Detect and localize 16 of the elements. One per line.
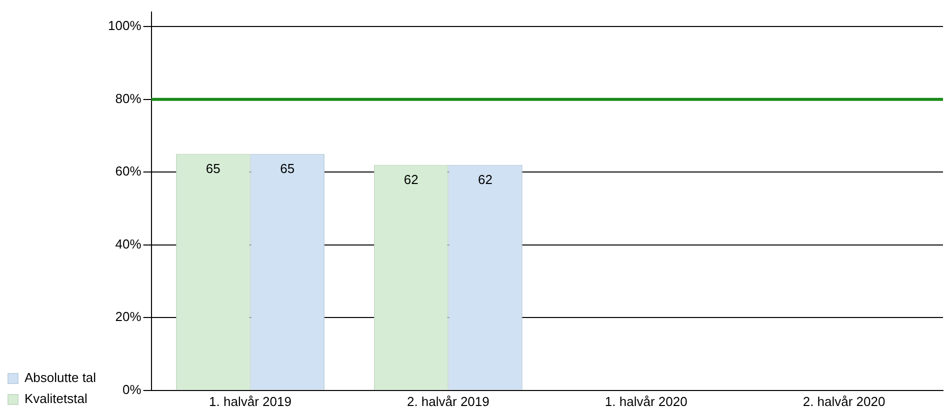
data-label: 65 bbox=[280, 160, 295, 176]
y-tick-label: 20% bbox=[115, 309, 142, 324]
legend-label: Kvalitetstal bbox=[24, 391, 88, 406]
y-tick-label: 60% bbox=[115, 164, 142, 179]
x-tick-label: 1. halvår 2019 bbox=[209, 394, 292, 409]
x-tick-label: 2. halvår 2019 bbox=[406, 394, 490, 409]
y-tick-label: 100% bbox=[108, 18, 142, 34]
data-label: 62 bbox=[404, 172, 418, 187]
x-tick-label: 2. halvår 2020 bbox=[802, 394, 886, 409]
data-label: 62 bbox=[478, 172, 493, 187]
y-tick-label: 80% bbox=[115, 90, 142, 106]
y-tick-label: 40% bbox=[115, 236, 142, 252]
data-label: 65 bbox=[206, 160, 220, 176]
x-tick-label: 1. halvår 2020 bbox=[604, 394, 688, 409]
y-tick-label: 0% bbox=[122, 382, 142, 397]
legend-label: Absolutte tal bbox=[24, 370, 96, 386]
